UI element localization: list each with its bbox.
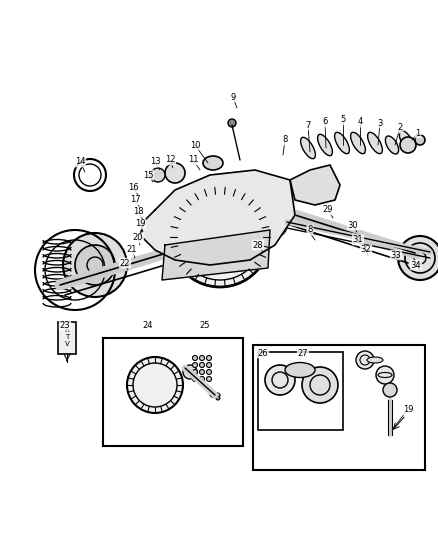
- Circle shape: [398, 236, 438, 280]
- Text: 33: 33: [391, 251, 401, 260]
- Circle shape: [199, 376, 205, 382]
- Circle shape: [199, 362, 205, 367]
- Circle shape: [151, 168, 165, 182]
- Ellipse shape: [285, 362, 315, 377]
- Text: T: T: [65, 334, 69, 340]
- Text: 26: 26: [258, 349, 268, 358]
- Text: 14: 14: [75, 157, 85, 166]
- Text: 27: 27: [298, 349, 308, 358]
- Text: 4: 4: [357, 117, 363, 126]
- Text: 2: 2: [397, 124, 403, 133]
- Text: V: V: [65, 341, 69, 347]
- Ellipse shape: [385, 136, 399, 154]
- Ellipse shape: [367, 132, 382, 154]
- Polygon shape: [162, 230, 270, 280]
- Circle shape: [263, 213, 287, 237]
- Text: 21: 21: [127, 246, 137, 254]
- Bar: [258, 352, 343, 430]
- Text: 17: 17: [130, 196, 140, 205]
- Circle shape: [63, 233, 127, 297]
- Text: 10: 10: [190, 141, 200, 149]
- Circle shape: [192, 369, 198, 375]
- Text: 16: 16: [128, 183, 138, 192]
- Polygon shape: [140, 170, 295, 265]
- Text: 5: 5: [340, 116, 346, 125]
- Circle shape: [206, 362, 212, 367]
- Circle shape: [376, 366, 394, 384]
- Circle shape: [183, 365, 197, 379]
- Text: 19: 19: [403, 406, 413, 415]
- Text: 9: 9: [230, 93, 236, 101]
- Circle shape: [200, 217, 240, 257]
- Text: 19: 19: [135, 220, 145, 229]
- Text: 7: 7: [305, 120, 311, 130]
- Bar: [253, 345, 425, 470]
- Circle shape: [199, 369, 205, 375]
- Circle shape: [199, 356, 205, 360]
- Text: 3: 3: [377, 118, 383, 127]
- Text: 29: 29: [323, 206, 333, 214]
- Text: 34: 34: [411, 261, 421, 270]
- Circle shape: [192, 362, 198, 367]
- Circle shape: [216, 396, 220, 400]
- Text: 11: 11: [188, 156, 198, 165]
- Text: 1: 1: [415, 128, 420, 138]
- Bar: [103, 338, 243, 446]
- Circle shape: [165, 163, 185, 183]
- Circle shape: [302, 367, 338, 403]
- Text: 22: 22: [120, 259, 130, 268]
- Text: 28: 28: [253, 240, 263, 249]
- Circle shape: [75, 245, 115, 285]
- Ellipse shape: [300, 138, 315, 159]
- Text: R: R: [65, 327, 69, 333]
- Text: 32: 32: [360, 246, 371, 254]
- Ellipse shape: [335, 132, 350, 154]
- Ellipse shape: [318, 134, 332, 156]
- Circle shape: [192, 356, 198, 360]
- Text: 8: 8: [307, 225, 313, 235]
- Text: 6: 6: [322, 117, 328, 126]
- Circle shape: [206, 376, 212, 382]
- Ellipse shape: [203, 156, 223, 170]
- Text: 25: 25: [200, 320, 210, 329]
- Circle shape: [383, 383, 397, 397]
- Circle shape: [265, 365, 295, 395]
- Text: 12: 12: [165, 156, 175, 165]
- Text: 13: 13: [150, 157, 160, 166]
- Circle shape: [400, 137, 416, 153]
- Circle shape: [228, 119, 236, 127]
- Text: 18: 18: [133, 207, 143, 216]
- Text: 31: 31: [353, 236, 363, 245]
- Circle shape: [170, 187, 270, 287]
- Bar: [58, 322, 76, 354]
- Ellipse shape: [399, 131, 413, 149]
- Ellipse shape: [367, 357, 383, 363]
- Circle shape: [192, 376, 198, 382]
- Text: 30: 30: [348, 221, 358, 230]
- Text: 20: 20: [133, 233, 143, 243]
- Circle shape: [415, 135, 425, 145]
- Text: 15: 15: [143, 171, 153, 180]
- Circle shape: [127, 357, 183, 413]
- Circle shape: [206, 356, 212, 360]
- Text: 24: 24: [143, 320, 153, 329]
- Text: 8: 8: [283, 135, 288, 144]
- Polygon shape: [290, 165, 340, 205]
- Circle shape: [206, 369, 212, 375]
- Text: 23: 23: [60, 320, 71, 329]
- Ellipse shape: [350, 132, 365, 154]
- Circle shape: [356, 351, 374, 369]
